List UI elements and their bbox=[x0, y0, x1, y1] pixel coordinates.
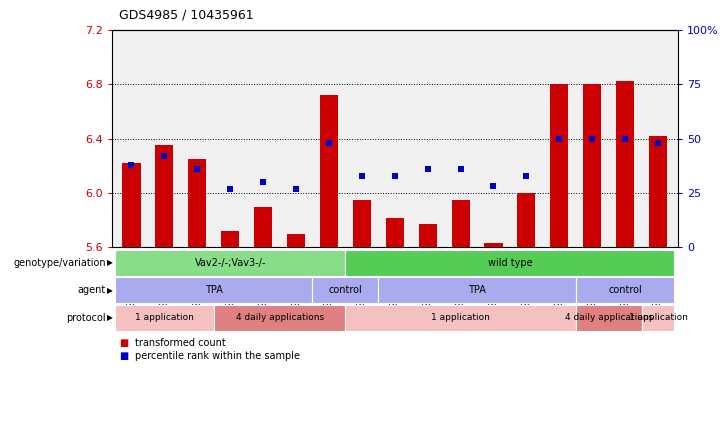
Bar bbox=[221, 231, 239, 247]
Bar bbox=[583, 84, 601, 247]
Bar bbox=[649, 136, 667, 247]
Bar bbox=[254, 206, 272, 247]
Bar bbox=[419, 224, 437, 247]
Text: 1 application: 1 application bbox=[431, 313, 490, 322]
Point bbox=[653, 140, 664, 146]
Bar bbox=[616, 81, 634, 247]
Text: ▶: ▶ bbox=[107, 313, 112, 322]
Text: control: control bbox=[329, 285, 362, 295]
Bar bbox=[485, 243, 503, 247]
Text: 4 daily applications: 4 daily applications bbox=[565, 313, 653, 322]
Text: ■: ■ bbox=[119, 351, 128, 361]
Point bbox=[291, 185, 302, 192]
Bar bbox=[518, 193, 536, 247]
Text: TPA: TPA bbox=[205, 285, 223, 295]
Point bbox=[389, 172, 401, 179]
Text: ▶: ▶ bbox=[107, 286, 112, 295]
Point bbox=[455, 166, 466, 173]
Bar bbox=[353, 200, 371, 247]
Text: ▶: ▶ bbox=[107, 258, 112, 267]
Point bbox=[422, 166, 433, 173]
Bar bbox=[451, 200, 469, 247]
Point bbox=[554, 135, 565, 142]
Point bbox=[159, 153, 170, 159]
Bar bbox=[287, 234, 305, 247]
Text: wild type: wild type bbox=[487, 258, 532, 268]
Text: 1 application: 1 application bbox=[629, 313, 687, 322]
Bar bbox=[188, 159, 206, 247]
Point bbox=[257, 179, 269, 186]
Bar bbox=[320, 95, 338, 247]
Point bbox=[224, 185, 236, 192]
Point bbox=[125, 161, 137, 168]
Text: transformed count: transformed count bbox=[135, 338, 226, 349]
Text: ■: ■ bbox=[119, 338, 128, 349]
Point bbox=[619, 135, 631, 142]
Text: 4 daily applications: 4 daily applications bbox=[236, 313, 324, 322]
Text: protocol: protocol bbox=[66, 313, 106, 323]
Text: TPA: TPA bbox=[468, 285, 486, 295]
Point bbox=[487, 183, 499, 190]
Bar bbox=[550, 84, 568, 247]
Point bbox=[521, 172, 532, 179]
Point bbox=[586, 135, 598, 142]
Text: control: control bbox=[609, 285, 642, 295]
Point bbox=[323, 140, 335, 146]
Bar bbox=[386, 217, 404, 247]
Point bbox=[356, 172, 368, 179]
Text: GDS4985 / 10435961: GDS4985 / 10435961 bbox=[119, 8, 254, 21]
Text: genotype/variation: genotype/variation bbox=[14, 258, 106, 268]
Text: percentile rank within the sample: percentile rank within the sample bbox=[135, 351, 300, 361]
Bar bbox=[123, 163, 141, 247]
Point bbox=[192, 166, 203, 173]
Text: 1 application: 1 application bbox=[135, 313, 194, 322]
Bar bbox=[155, 146, 174, 247]
Text: Vav2-/-;Vav3-/-: Vav2-/-;Vav3-/- bbox=[195, 258, 266, 268]
Text: agent: agent bbox=[78, 285, 106, 295]
